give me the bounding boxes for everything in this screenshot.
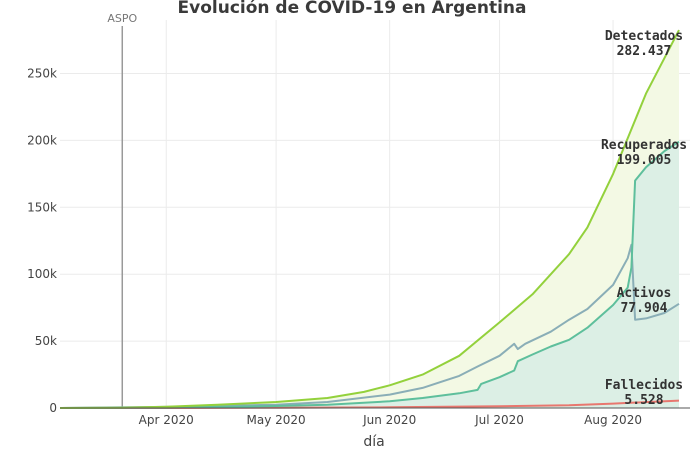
- annotation-label-activos: Activos: [617, 286, 672, 301]
- aspo-label: ASPO: [107, 12, 137, 25]
- y-tick-label: 50k: [35, 334, 57, 348]
- area-recuperados: [60, 141, 679, 408]
- x-tick-label: May 2020: [247, 413, 306, 427]
- y-axis: 0 50k 100k 150k 200k 250k: [27, 67, 57, 415]
- x-axis: Apr 2020 May 2020 Jun 2020 Jul 2020 Aug 2020: [60, 407, 690, 427]
- annotation-label-detectados: Detectados: [605, 29, 683, 44]
- line-recuperados: [59, 140, 680, 409]
- x-axis-label: día: [363, 434, 384, 450]
- area-detectados: [60, 30, 679, 408]
- line-detectados: [59, 29, 680, 409]
- annotation-value-activos: 77.904: [621, 301, 668, 316]
- y-tick-label: 100k: [27, 267, 57, 281]
- annotation-label-recuperados: Recuperados: [601, 138, 687, 153]
- annotation-value-detectados: 282.437: [617, 44, 672, 59]
- series-areas: [60, 30, 679, 408]
- annotation-value-recuperados: 199.005: [617, 153, 672, 168]
- annotation-value-fallecidos: 5.528: [624, 393, 663, 408]
- y-tick-label: 150k: [27, 200, 57, 214]
- y-tick-label: 0: [49, 401, 57, 415]
- x-tick-label: Aug 2020: [584, 413, 642, 427]
- chart-title: Evolución de COVID-19 en Argentina: [178, 0, 527, 18]
- line-activos: [59, 243, 680, 409]
- y-tick-label: 200k: [27, 133, 57, 147]
- x-tick-label: Jun 2020: [362, 413, 416, 427]
- aspo-marker: ASPO: [107, 12, 138, 408]
- y-tick-label: 250k: [27, 67, 57, 81]
- x-tick-label: Jul 2020: [474, 413, 524, 427]
- x-tick-label: Apr 2020: [139, 413, 194, 427]
- annotation-label-fallecidos: Fallecidos: [605, 378, 683, 393]
